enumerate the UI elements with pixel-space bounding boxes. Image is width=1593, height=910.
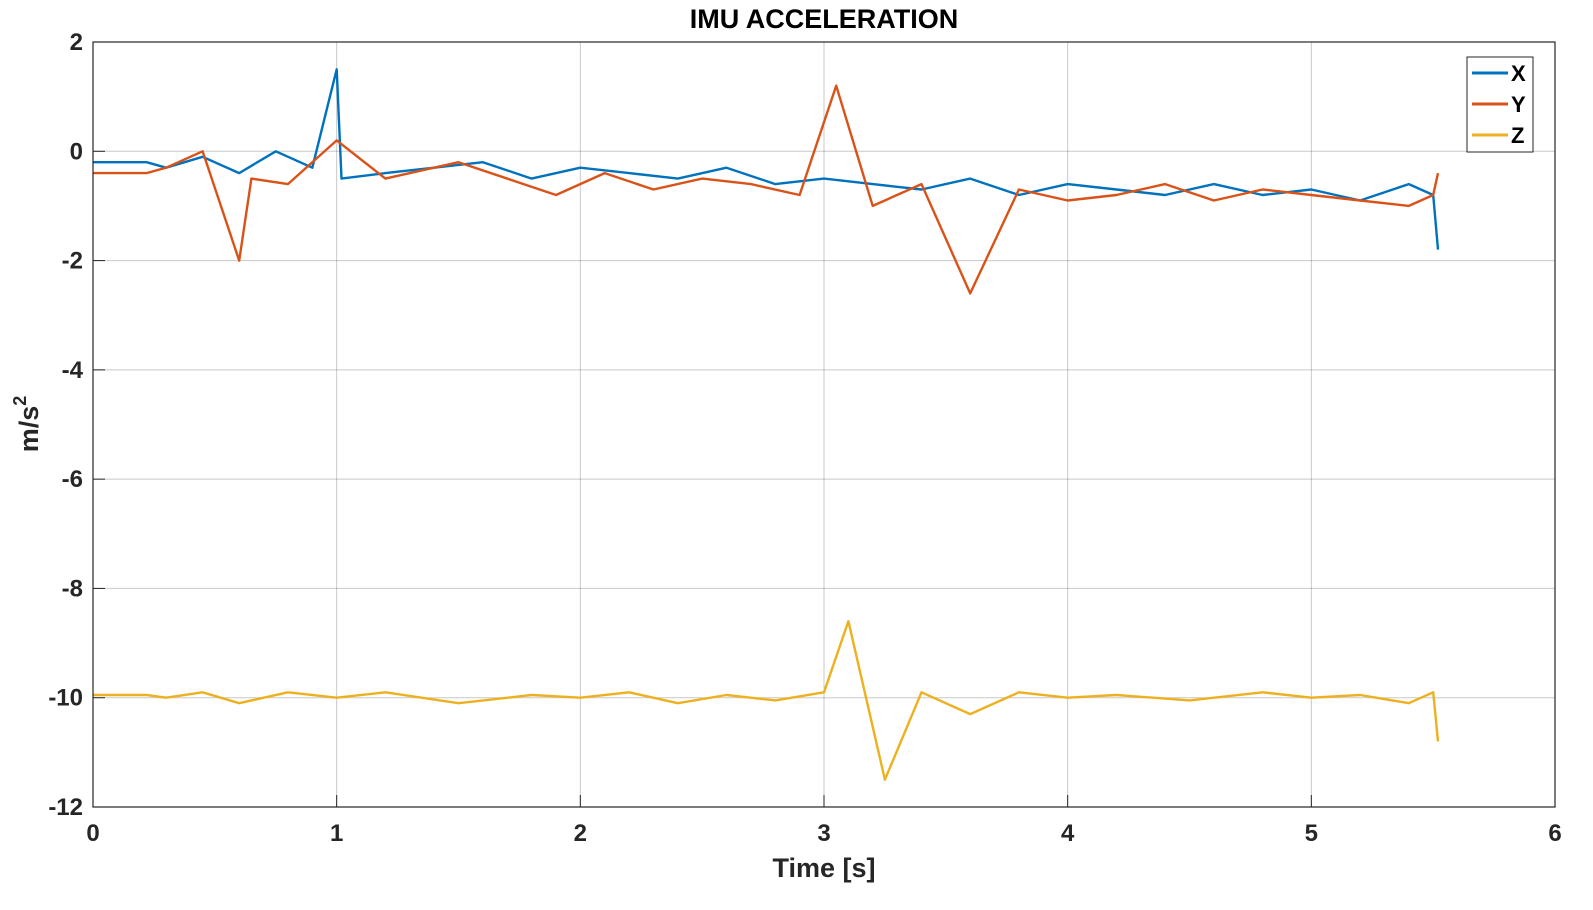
x-axis-label: Time [s] bbox=[772, 853, 875, 883]
plot-area bbox=[93, 68, 1440, 781]
legend-label-x: X bbox=[1511, 61, 1526, 86]
legend: XYZ bbox=[1466, 56, 1534, 153]
x-tick-label: 4 bbox=[1061, 820, 1075, 847]
legend-label-y: Y bbox=[1511, 92, 1526, 117]
x-tick-label: 3 bbox=[817, 820, 830, 847]
series-line-y bbox=[93, 84, 1440, 295]
y-tick-label: 0 bbox=[70, 138, 83, 165]
x-tick-label: 6 bbox=[1548, 820, 1561, 847]
x-tick-label: 0 bbox=[86, 820, 99, 847]
svg-text:m/s2: m/s2 bbox=[10, 396, 44, 453]
series-line-x bbox=[93, 68, 1440, 250]
y-tick-label: -4 bbox=[62, 357, 84, 384]
x-tick-label: 5 bbox=[1305, 820, 1318, 847]
chart-title: IMU ACCELERATION bbox=[690, 4, 958, 34]
y-tick-label: -8 bbox=[62, 575, 83, 602]
y-tick-label: -6 bbox=[62, 466, 83, 493]
legend-label-z: Z bbox=[1511, 123, 1524, 148]
y-axis-label-superscript: 2 bbox=[10, 396, 30, 406]
x-tick-labels: 0 1 2 3 4 5 6 bbox=[86, 820, 1561, 847]
y-tick-label: -2 bbox=[62, 248, 83, 275]
plot-background bbox=[93, 42, 1555, 807]
x-tick-label: 1 bbox=[330, 820, 343, 847]
y-tick-label: -12 bbox=[48, 794, 83, 821]
y-axis-label: m/s bbox=[14, 406, 44, 453]
y-tick-label: 2 bbox=[70, 29, 83, 56]
y-tick-label: -10 bbox=[48, 685, 83, 712]
y-axis-label-group: m/s2 bbox=[10, 396, 44, 453]
x-tick-label: 2 bbox=[574, 820, 587, 847]
series-line-z bbox=[93, 620, 1440, 781]
axis-ticks bbox=[92, 41, 1556, 808]
y-tick-labels: 2 0 -2 -4 -6 -8 -10 -12 bbox=[48, 29, 83, 821]
